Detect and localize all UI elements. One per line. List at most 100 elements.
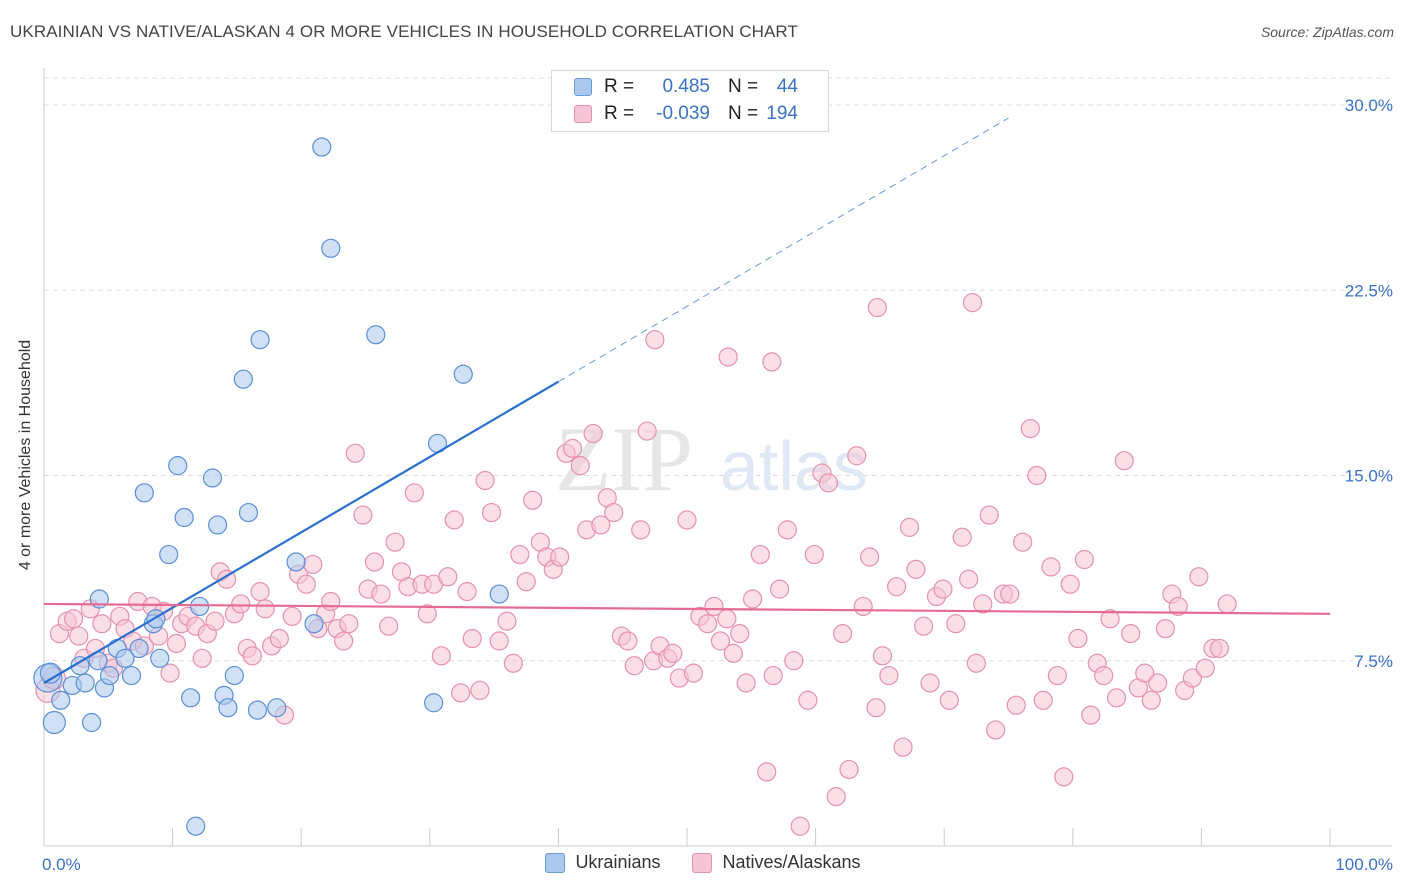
data-point-natives — [205, 611, 225, 631]
series-natives-alaskans-points — [35, 293, 1237, 836]
data-point-ukrainians — [115, 648, 135, 668]
data-point-natives — [853, 596, 873, 617]
source-attribution: Source: ZipAtlas.com — [1260, 24, 1394, 40]
data-point-ukrainians — [453, 364, 473, 384]
data-point-natives — [618, 631, 638, 651]
data-point-ukrainians — [489, 584, 509, 604]
x-tick-label: 0.0% — [42, 855, 81, 874]
data-point-natives — [1217, 594, 1237, 614]
data-point-natives — [946, 614, 966, 634]
data-point-ukrainians — [42, 710, 66, 735]
data-point-natives — [1141, 690, 1161, 710]
series-legend: Ukrainians Natives/Alaskans — [0, 852, 1406, 873]
data-point-natives — [583, 423, 603, 444]
data-point-natives — [417, 604, 437, 624]
data-point-natives — [92, 614, 112, 634]
data-point-ukrainians — [129, 638, 149, 659]
data-point-natives — [562, 438, 583, 458]
legend-n-label: N = — [728, 103, 759, 124]
y-tick-label: 7.5% — [1354, 652, 1393, 671]
data-point-natives — [973, 594, 993, 614]
legend-item-ukrainians[interactable]: Ukrainians — [545, 852, 660, 873]
data-point-natives — [69, 626, 89, 646]
data-point-natives — [166, 633, 187, 654]
data-point-natives — [736, 673, 756, 693]
trend-lines — [43, 117, 1331, 684]
data-point-natives — [784, 651, 804, 671]
data-point-natives — [1094, 665, 1114, 686]
data-point-natives — [550, 547, 570, 567]
data-point-ukrainians — [99, 665, 120, 686]
data-point-natives — [742, 589, 763, 609]
grid-lines — [44, 77, 1392, 662]
watermark-atlas: atlas — [720, 427, 868, 505]
data-point-natives — [282, 606, 302, 626]
data-point-ukrainians — [267, 698, 287, 718]
data-point-natives — [645, 330, 665, 350]
stats-legend: R = 0.485 N = 44 R = -0.039 N = 194 — [551, 70, 829, 132]
data-point-natives — [1033, 690, 1053, 710]
legend-r-label: R = — [604, 103, 635, 124]
legend-label-natives: Natives/Alaskans — [722, 852, 861, 872]
data-point-natives — [1047, 665, 1067, 686]
chart-title: UKRAINIAN VS NATIVE/ALASKAN 4 OR MORE VE… — [10, 22, 798, 41]
data-point-natives — [1081, 705, 1101, 725]
data-point-ukrainians — [366, 325, 386, 345]
data-point-natives — [481, 502, 502, 523]
data-point-ukrainians — [218, 698, 238, 718]
data-point-natives — [804, 544, 824, 565]
data-point-natives — [385, 532, 405, 552]
data-point-natives — [160, 663, 180, 683]
data-point-natives — [1209, 638, 1230, 659]
data-point-natives — [1041, 557, 1061, 577]
series-ukrainians-points — [33, 137, 509, 836]
data-point-natives — [677, 510, 697, 530]
legend-item-natives[interactable]: Natives/Alaskans — [692, 852, 861, 873]
data-point-natives — [371, 584, 391, 604]
data-point-natives — [255, 599, 275, 619]
data-point-natives — [497, 611, 517, 631]
legend-r-value-ukrainians: 0.485 — [662, 76, 710, 97]
data-point-natives — [933, 579, 953, 599]
data-point-natives — [339, 614, 359, 634]
data-point-natives — [624, 656, 644, 676]
data-point-natives — [730, 623, 750, 644]
data-point-natives — [451, 683, 471, 703]
data-point-natives — [847, 446, 867, 466]
data-point-natives — [217, 569, 237, 589]
data-point-natives — [966, 653, 986, 673]
x-tick-label: 100.0% — [1335, 855, 1393, 874]
data-point-natives — [860, 547, 880, 567]
legend-n-value-ukrainians: 44 — [776, 76, 798, 97]
data-point-ukrainians — [238, 502, 259, 523]
legend-swatch-natives — [692, 852, 713, 873]
data-point-natives — [570, 456, 590, 476]
data-point-natives — [1013, 532, 1033, 552]
data-point-natives — [404, 483, 424, 503]
data-point-natives — [710, 631, 731, 651]
legend-swatch-ukrainians — [574, 78, 592, 96]
trend-line-ukrainians-extension — [558, 117, 1009, 383]
data-point-ukrainians — [51, 690, 71, 710]
data-point-natives — [444, 510, 464, 530]
data-point-natives — [979, 505, 999, 525]
data-point-natives — [250, 582, 270, 602]
data-point-natives — [914, 616, 934, 636]
data-point-natives — [63, 609, 84, 629]
data-point-natives — [431, 646, 451, 666]
legend-row-ukrainians: R = 0.485 N = 44 — [574, 75, 798, 99]
data-point-natives — [1148, 673, 1168, 693]
data-point-natives — [1195, 658, 1215, 678]
data-point-natives — [717, 609, 737, 629]
data-point-natives — [303, 554, 323, 575]
data-point-natives — [683, 663, 704, 683]
data-point-natives — [777, 520, 797, 540]
tick-labels: 7.5% 15.0% 22.5% 30.0% 0.0% 100.0% — [42, 96, 1393, 874]
data-point-natives — [879, 665, 899, 686]
data-point-natives — [839, 759, 859, 780]
data-point-natives — [762, 352, 782, 372]
data-point-natives — [1054, 767, 1074, 787]
data-point-natives — [1060, 574, 1080, 594]
data-point-natives — [1068, 628, 1088, 649]
